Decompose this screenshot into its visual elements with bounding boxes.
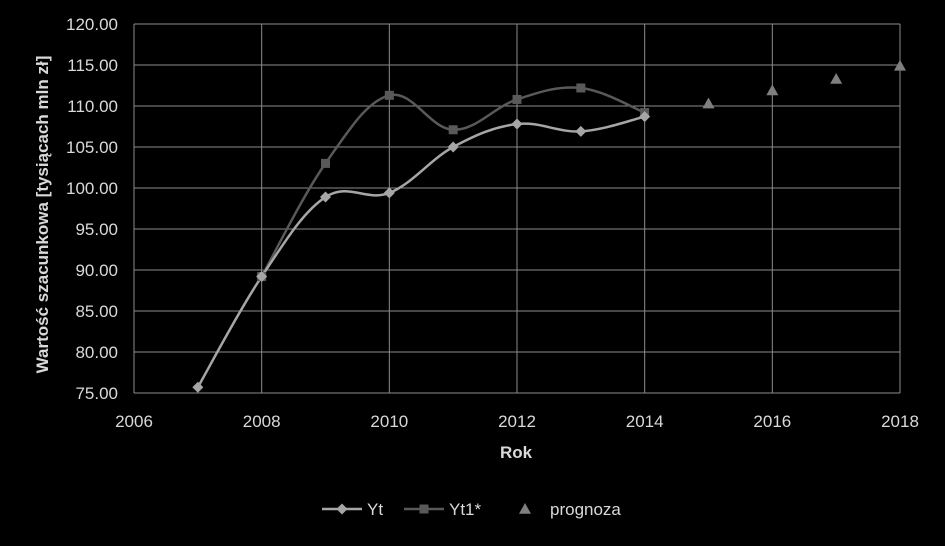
legend-label: prognoza xyxy=(550,500,621,519)
y-tick-label: 115.00 xyxy=(67,56,118,75)
legend-marker xyxy=(336,503,348,515)
y-tick-label: 100.00 xyxy=(66,179,118,198)
tick-labels: 75.00 80.00 85.00 90.00 95.00 100.00 105.00 110… xyxy=(66,15,919,431)
data-point-square xyxy=(448,125,458,135)
legend: Yt Yt1* prognoza xyxy=(322,500,621,519)
y-tick-label: 110.00 xyxy=(67,97,118,116)
data-point-diamond xyxy=(192,381,204,393)
x-tick-label: 2010 xyxy=(370,412,408,431)
y-tick-label: 75.00 xyxy=(75,384,118,403)
data-point-diamond xyxy=(320,191,331,203)
legend-label: Yt xyxy=(367,500,383,519)
data-point-diamond xyxy=(256,271,268,283)
data-point-square xyxy=(384,90,394,100)
legend-item: Yt xyxy=(322,500,383,519)
data-point-square xyxy=(576,83,586,93)
y-tick-label: 90.00 xyxy=(75,261,118,280)
legend-label: Yt1* xyxy=(449,500,482,519)
series-line-1 xyxy=(260,86,646,278)
data-point-triangle xyxy=(766,84,779,96)
legend-marker xyxy=(519,503,531,514)
data-point-triangle xyxy=(830,72,843,84)
legend-marker xyxy=(419,504,429,514)
data-point-square xyxy=(512,94,522,104)
data-point-diamond xyxy=(575,125,587,137)
y-tick-label: 105.00 xyxy=(66,138,118,157)
data-point-triangle xyxy=(894,59,906,71)
gridlines xyxy=(133,23,901,394)
series-line-0 xyxy=(196,115,645,388)
marker-layer xyxy=(192,59,906,393)
y-tick-label: 95.00 xyxy=(75,220,118,239)
x-tick-label: 2012 xyxy=(498,412,536,431)
data-point-diamond xyxy=(511,118,523,130)
x-tick-label: 2014 xyxy=(626,412,664,431)
legend-item: prognoza xyxy=(519,500,621,519)
x-tick-label: 2016 xyxy=(753,412,791,431)
y-axis-title: Wartość szacunkowa [tysiącach mln zł] xyxy=(33,56,52,374)
y-tick-label: 80.00 xyxy=(75,343,118,362)
data-point-square xyxy=(321,158,330,168)
data-point-diamond xyxy=(639,111,651,123)
y-tick-label: 120.00 xyxy=(66,15,118,34)
data-point-diamond xyxy=(383,187,395,199)
x-axis-title: Rok xyxy=(500,443,533,462)
legend-item: Yt1* xyxy=(404,500,482,519)
x-tick-label: 2006 xyxy=(115,412,153,431)
data-point-triangle xyxy=(702,97,715,109)
data-point-diamond xyxy=(447,141,459,153)
x-tick-label: 2008 xyxy=(243,412,281,431)
y-tick-label: 85.00 xyxy=(75,302,118,321)
x-tick-label: 2018 xyxy=(881,412,919,431)
